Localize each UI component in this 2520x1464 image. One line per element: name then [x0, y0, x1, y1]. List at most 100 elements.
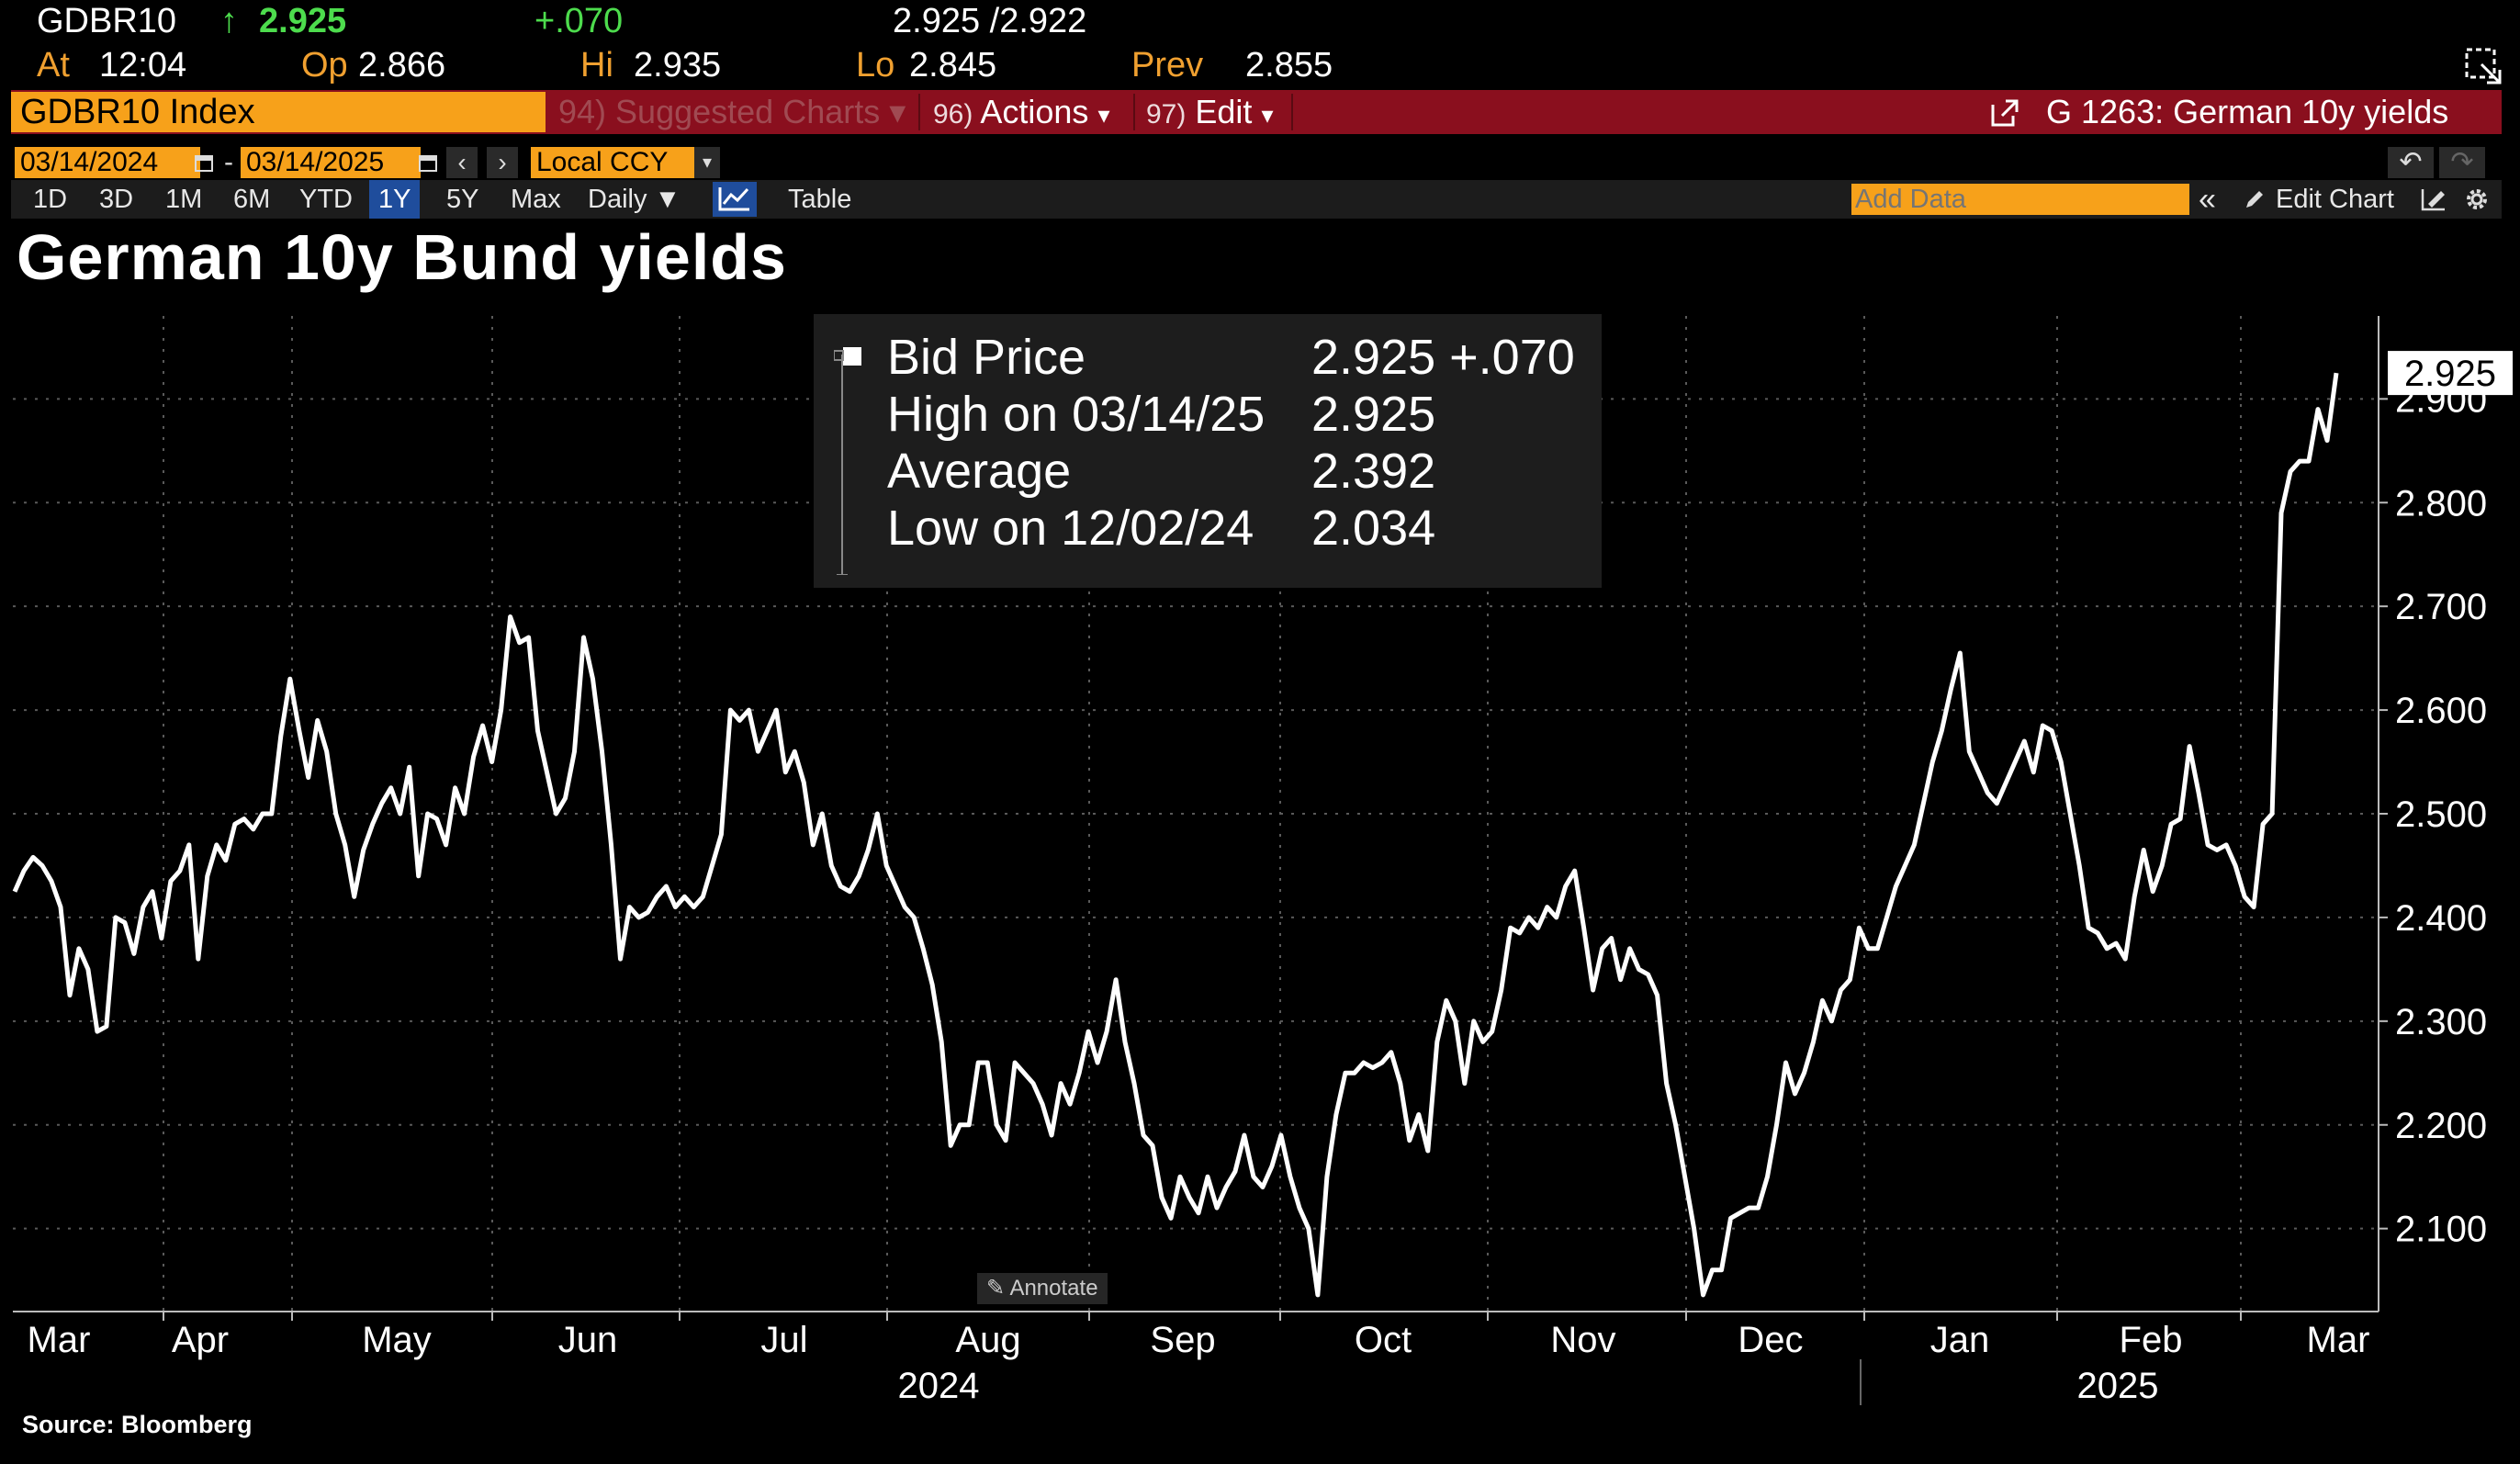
legend-row-label: Low on 12/02/24: [887, 501, 1254, 556]
period-6m[interactable]: 6M: [233, 185, 271, 214]
start-date-input[interactable]: 03/14/2024: [15, 147, 200, 178]
y-tick-label: 2.800: [2395, 483, 2487, 524]
annotate-button[interactable]: ✎ Annotate: [977, 1273, 1108, 1304]
edit-number: 97): [1146, 99, 1187, 130]
last-price: 2.925: [259, 2, 347, 40]
x-month-label: Jun: [558, 1320, 618, 1360]
chevron-down-icon[interactable]: ▾: [694, 147, 720, 178]
chart-edit-icon[interactable]: [2419, 186, 2448, 213]
open-label: Op: [301, 46, 348, 84]
legend-row-label: Average: [887, 444, 1072, 499]
low-label: Lo: [856, 46, 895, 84]
legend-row-value: 2.034: [1311, 501, 1436, 556]
y-tick-label: 2.300: [2395, 1002, 2487, 1042]
menu-bar: GDBR10 Index 94) Suggested Charts ▾ 96) …: [11, 90, 2502, 134]
actions-menu[interactable]: 96) Actions ▾: [933, 90, 1110, 134]
popout-icon[interactable]: [2463, 46, 2503, 86]
external-link-icon[interactable]: [1989, 97, 2020, 129]
legend-row-value: 2.925: [1311, 387, 1436, 442]
period-1m[interactable]: 1M: [165, 185, 203, 214]
x-month-label: May: [362, 1320, 432, 1360]
up-arrow-icon: ↑: [220, 2, 238, 40]
y-tick-label: 2.100: [2395, 1210, 2487, 1250]
pencil-icon: ✎: [986, 1276, 1006, 1301]
x-year-label: 2024: [898, 1366, 980, 1406]
period-5y[interactable]: 5Y: [446, 185, 479, 214]
table-button[interactable]: Table: [788, 185, 852, 214]
x-month-label: Feb: [2120, 1320, 2183, 1360]
at-label: At: [37, 46, 70, 84]
y-tick-label: 2.600: [2395, 691, 2487, 731]
line-chart-icon[interactable]: [713, 182, 757, 217]
ticker: GDBR10: [37, 2, 177, 40]
high-label: Hi: [580, 46, 613, 84]
prev-period-button[interactable]: ‹: [446, 147, 478, 178]
legend-row-label: Bid Price: [887, 330, 1086, 385]
suggested-charts-menu[interactable]: 94) Suggested Charts ▾: [558, 90, 906, 134]
at-value: 12:04: [99, 46, 187, 84]
redo-icon[interactable]: ↷: [2439, 147, 2485, 178]
period-3d[interactable]: 3D: [99, 185, 134, 214]
x-month-label: Apr: [172, 1320, 229, 1360]
y-axis-ticks: 2.100 2.200 2.300 2.400 2.500 2.600 2.700 2.800…: [2379, 379, 2487, 1250]
frequency-label: Daily: [588, 185, 647, 214]
last-value-label: 2.925: [2404, 354, 2496, 394]
edit-menu[interactable]: 97) Edit ▾: [1146, 90, 1274, 134]
open-value: 2.866: [358, 46, 446, 84]
source-note: Source: Bloomberg: [22, 1411, 253, 1438]
end-date-input[interactable]: 03/14/2025: [241, 147, 421, 178]
collapse-icon[interactable]: «: [2199, 182, 2216, 217]
prev-value: 2.855: [1245, 46, 1333, 84]
x-month-label: Aug: [955, 1320, 1020, 1360]
calendar-icon[interactable]: [417, 152, 439, 174]
frequency-select[interactable]: Daily ▼: [588, 180, 681, 219]
low-value: 2.845: [909, 46, 997, 84]
chart-reference[interactable]: G 1263: German 10y yields: [2046, 93, 2449, 130]
y-tick-label: 2.700: [2395, 587, 2487, 627]
x-month-label: Nov: [1550, 1320, 1615, 1360]
x-month-label: Jan: [1930, 1320, 1990, 1360]
date-separator: -: [224, 147, 233, 177]
x-month-label: Jul: [760, 1320, 807, 1360]
period-max[interactable]: Max: [511, 185, 561, 214]
currency-select[interactable]: Local CCY: [531, 147, 694, 178]
add-data-input[interactable]: [1851, 184, 2189, 215]
x-year-label: 2025: [2077, 1366, 2159, 1406]
security-field[interactable]: GDBR10 Index: [11, 92, 546, 132]
undo-icon[interactable]: ↶: [2388, 147, 2434, 178]
edit-label: Edit: [1195, 93, 1253, 130]
high-value: 2.935: [634, 46, 722, 84]
series-line-bid-price: [12, 372, 2339, 1298]
pencil-icon: [2246, 191, 2263, 208]
menu-divider: [1133, 94, 1135, 130]
x-month-label: Mar: [2307, 1320, 2370, 1360]
last-value-tag: 2.925: [2388, 351, 2513, 396]
y-tick-label: 2.400: [2395, 898, 2487, 939]
legend-row-label: High on 03/14/25: [887, 387, 1266, 442]
period-1y[interactable]: 1Y: [369, 180, 421, 219]
legend: Bid Price 2.925 +.070 High on 03/14/25 2…: [814, 314, 1602, 588]
legend-series-swatch-icon: [834, 347, 861, 366]
prev-label: Prev: [1131, 46, 1204, 84]
chevron-down-icon: ▾: [889, 93, 906, 130]
annotate-label: Annotate: [1009, 1276, 1098, 1301]
x-month-label: Oct: [1355, 1320, 1412, 1360]
next-period-button[interactable]: ›: [487, 147, 518, 178]
chevron-down-icon: ▾: [1261, 101, 1274, 129]
calendar-icon[interactable]: [193, 152, 215, 174]
edit-chart-button[interactable]: Edit Chart: [2276, 185, 2394, 214]
gear-icon[interactable]: [2463, 186, 2491, 213]
menu-divider: [1291, 94, 1293, 130]
actions-label: Actions: [980, 93, 1089, 130]
y-tick-label: 2.500: [2395, 794, 2487, 835]
actions-number: 96): [933, 99, 973, 130]
x-month-label: Dec: [1738, 1320, 1803, 1360]
chevron-down-icon: ▾: [1097, 101, 1110, 129]
chevron-down-icon: ▼: [654, 185, 681, 214]
legend-row-value: 2.925 +.070: [1311, 330, 1575, 385]
net-change: +.070: [534, 2, 624, 40]
period-1d[interactable]: 1D: [33, 185, 68, 214]
period-toolbar: 1D 3D 1M 6M YTD 1Y 5Y Max Daily ▼ Table …: [11, 180, 2502, 219]
period-ytd[interactable]: YTD: [299, 185, 353, 214]
